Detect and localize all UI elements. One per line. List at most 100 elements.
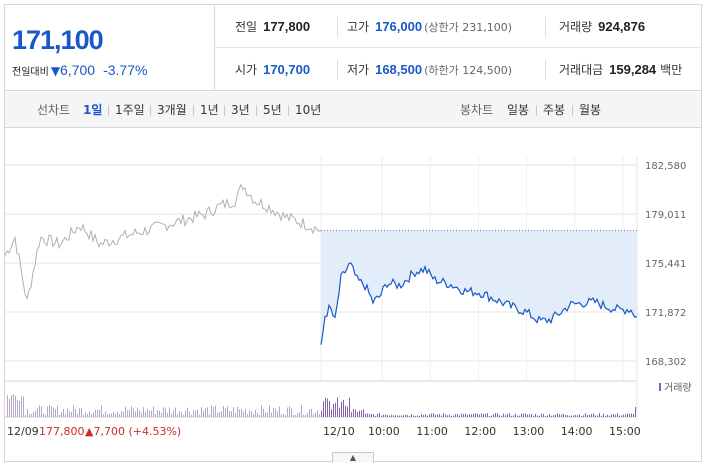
volume-bar: [539, 415, 540, 417]
volume-bar-prev: [265, 412, 266, 417]
tab-1year[interactable]: 1년: [200, 103, 219, 117]
volume-bar: [489, 415, 490, 417]
volume-bar-prev: [281, 414, 282, 417]
volume-bar-prev: [153, 406, 154, 417]
volume-bar: [555, 414, 556, 417]
volume-bar-prev: [275, 408, 276, 417]
expand-handle[interactable]: ▲: [332, 452, 374, 463]
volume-bar-prev: [311, 408, 312, 417]
volume-bar-prev: [121, 410, 122, 417]
tab-monthly-candle[interactable]: 월봉: [579, 103, 602, 117]
volume-bar-prev: [133, 408, 134, 417]
volume-bar-prev: [237, 407, 238, 417]
volume-bar-prev: [23, 396, 24, 417]
volume-bar: [565, 414, 566, 417]
y-tick-label: 171,872: [645, 308, 686, 319]
volume-bar-prev: [77, 413, 78, 417]
line-chart-label: 선차트: [37, 103, 71, 117]
volume-bar: [497, 413, 498, 417]
volume-bar-prev: [181, 412, 182, 417]
volume-bar: [545, 415, 546, 417]
volume-bar-prev: [131, 406, 132, 417]
volume-bar-prev: [215, 405, 216, 417]
volume-bar: [449, 414, 450, 417]
volume-bar: [383, 414, 384, 417]
y-tick-label: 175,441: [645, 259, 686, 270]
volume-bar-prev: [163, 407, 164, 417]
volume-bar: [421, 414, 422, 417]
volume-bar-prev: [225, 408, 226, 417]
volume-bar: [633, 413, 634, 417]
tab-3month[interactable]: 3개월: [157, 103, 187, 117]
volume-bar: [469, 414, 470, 417]
volume-bar: [467, 414, 468, 417]
volume-bar-prev: [89, 411, 90, 417]
volume-bar-prev: [103, 414, 104, 417]
volume-bar-prev: [63, 408, 64, 417]
volume-bar: [435, 414, 436, 417]
volume-bar: [341, 401, 342, 417]
volume-bar: [583, 415, 584, 417]
tab-1day[interactable]: 1일: [83, 103, 103, 117]
volume-bar: [607, 414, 608, 417]
volume-bar-prev: [213, 407, 214, 417]
volume-bar: [401, 415, 402, 417]
volume-bar: [399, 415, 400, 417]
volume-bar-prev: [303, 414, 304, 417]
volume-bar-prev: [319, 414, 320, 417]
volume-bar-prev: [219, 411, 220, 417]
volume-bar-prev: [45, 414, 46, 417]
volume-bar: [343, 399, 344, 417]
stock-widget: 171,100 전일대비 ▼6,700 -3.77% 전일 177,800 고가 176…: [4, 4, 702, 462]
volume-bar-prev: [125, 406, 126, 417]
volume-bar-prev: [187, 407, 188, 417]
prev-day-line: [5, 183, 322, 301]
volume-bar: [527, 414, 528, 417]
tab-weekly-candle[interactable]: 주봉: [543, 103, 566, 117]
volume-bar-prev: [263, 408, 264, 417]
volume-bar-prev: [251, 411, 252, 417]
volume-bar: [549, 414, 550, 417]
volume-bar: [553, 415, 554, 417]
tab-10year[interactable]: 10년: [295, 103, 322, 117]
volume-bar: [483, 413, 484, 417]
volume-legend-label: 거래량: [664, 382, 692, 394]
volume-bar: [547, 415, 548, 417]
x-tick-label: 14:00: [561, 425, 593, 438]
volume-bar-prev: [167, 412, 168, 417]
tab-daily-candle[interactable]: 일봉: [507, 103, 530, 117]
volume-bar-prev: [93, 412, 94, 417]
volume-bar-prev: [55, 409, 56, 417]
volume-bar: [427, 415, 428, 417]
volume-bar: [439, 414, 440, 417]
volume-bar: [581, 415, 582, 417]
volume-bar: [381, 415, 382, 417]
volume-bar: [457, 414, 458, 417]
x-tick-label: 10:00: [368, 425, 400, 438]
volume-bar-prev: [29, 414, 30, 417]
volume-bar: [485, 413, 486, 417]
tab-3year[interactable]: 3년: [231, 103, 250, 117]
volume-bar: [477, 413, 478, 417]
volume-bar: [533, 415, 534, 417]
volume-bar: [531, 413, 532, 417]
volume-bar-prev: [245, 408, 246, 417]
volume-bar: [323, 401, 324, 417]
volume-bar-prev: [119, 413, 120, 417]
volume-bar-prev: [285, 414, 286, 417]
volume-bar: [415, 415, 416, 417]
volume-bar: [529, 414, 530, 417]
tab-5year[interactable]: 5년: [263, 103, 282, 117]
volume-bar: [481, 413, 482, 417]
volume-bar: [631, 413, 632, 417]
volume-bar-prev: [27, 408, 28, 417]
tab-1week[interactable]: 1주일: [115, 103, 145, 117]
volume-bar: [603, 413, 604, 417]
volume-bar: [635, 407, 636, 417]
volume-bar-prev: [105, 411, 106, 417]
volume-bar: [593, 413, 594, 417]
x-tick-label: 11:00: [416, 425, 448, 438]
volume-bar-prev: [165, 408, 166, 417]
volume-bar-prev: [97, 409, 98, 417]
volume-bar: [473, 413, 474, 417]
